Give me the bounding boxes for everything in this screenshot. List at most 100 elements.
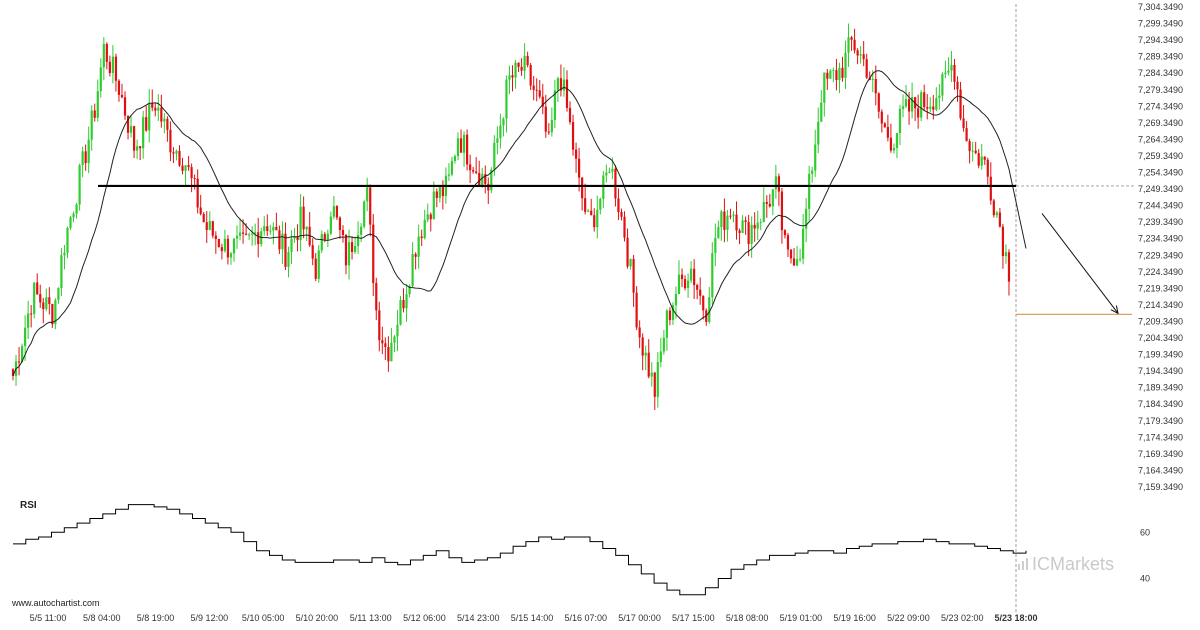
candle-body [178, 150, 181, 166]
candle-body [1004, 252, 1008, 257]
candle-body [774, 176, 777, 190]
candle-body [820, 102, 823, 122]
candle-body [254, 232, 257, 234]
candle-body [602, 175, 605, 199]
candle-body [841, 67, 844, 78]
candle-body [96, 91, 99, 118]
candle-body [405, 294, 408, 309]
candle-body [60, 255, 63, 289]
candle-body [169, 129, 172, 153]
candle-body [420, 236, 423, 239]
candle-body [332, 206, 335, 217]
forecast-arrow-head-icon [1110, 305, 1119, 315]
candle-body [417, 236, 420, 257]
candle-body [154, 107, 157, 111]
y-tick-label: 7,214.3490 [1138, 300, 1183, 310]
rsi-tick-label: 40 [1140, 574, 1150, 584]
candle-body [708, 297, 711, 322]
candle-body [923, 92, 926, 108]
candle-body [251, 233, 254, 235]
candle-body [590, 210, 593, 216]
y-tick-label: 7,299.3490 [1138, 19, 1183, 29]
candle-body [587, 210, 590, 212]
x-tick-label: 5/10 20:00 [296, 613, 339, 623]
candle-body [786, 235, 790, 250]
x-tick-label: 5/8 19:00 [137, 613, 175, 623]
candle-body [898, 108, 902, 134]
candle-body [326, 233, 329, 240]
candle-body [429, 214, 432, 220]
candle-body [865, 59, 868, 78]
candle-body [81, 151, 84, 166]
candle-body [538, 90, 541, 97]
candle-body [862, 54, 865, 60]
candle-body [329, 216, 332, 234]
candle-body [151, 103, 154, 108]
candle-body [980, 156, 983, 166]
candle-body [472, 170, 475, 172]
candle-body [241, 232, 245, 234]
candle-body [920, 92, 923, 118]
candle-body [393, 336, 396, 343]
candle-body [856, 50, 859, 56]
candle-body [42, 302, 45, 310]
candle-body [490, 169, 493, 191]
candle-body [190, 167, 193, 179]
candle-body [1001, 226, 1005, 257]
candle-body [139, 146, 142, 149]
y-tick-label: 7,194.3490 [1138, 366, 1183, 376]
candle-body [765, 202, 768, 204]
candle-body [114, 56, 118, 81]
candle-body [502, 118, 505, 126]
candle-body [771, 189, 774, 207]
rsi-tick-label: 60 [1140, 527, 1150, 537]
brand-logo: ICMarkets [1018, 554, 1114, 574]
candle-body [641, 337, 644, 356]
candle-body [859, 54, 862, 56]
y-tick-label: 7,294.3490 [1138, 35, 1183, 45]
candle-body [553, 90, 556, 120]
candle-body [266, 226, 269, 231]
candle-body [411, 254, 414, 286]
candle-body [992, 200, 995, 216]
candle-body [505, 79, 508, 119]
candle-body [535, 89, 538, 91]
y-tick-label: 7,234.3490 [1138, 234, 1183, 244]
candle-body [175, 150, 178, 154]
x-tick-label: 5/10 05:00 [242, 613, 285, 623]
y-tick-label: 7,279.3490 [1138, 85, 1183, 95]
candle-body [883, 123, 886, 128]
y-tick-label: 7,229.3490 [1138, 250, 1183, 260]
x-tick-label: 5/15 14:00 [511, 613, 554, 623]
candle-body [662, 337, 665, 352]
candle-body [278, 230, 281, 250]
candle-body [238, 232, 242, 236]
candle-body [75, 204, 78, 214]
candle-body [532, 85, 535, 90]
candle-body [735, 214, 738, 231]
candle-body [469, 164, 472, 171]
candle-body [523, 55, 526, 71]
candle-body [529, 64, 532, 86]
candle-body [263, 226, 266, 232]
candle-body [496, 138, 499, 143]
candle-body [520, 66, 523, 71]
candle-body [353, 246, 357, 253]
candle-body [562, 79, 566, 91]
candle-body [142, 117, 145, 149]
candle-body [874, 78, 877, 94]
candle-body [69, 217, 72, 228]
candle-body [623, 216, 626, 238]
candle-body [390, 342, 393, 362]
candle-body [568, 107, 572, 123]
x-tick-label: 5/23 18:00 [994, 613, 1037, 623]
candle-body [711, 253, 714, 298]
candle-body [986, 159, 989, 177]
candle-body [829, 70, 832, 79]
candle-body [387, 346, 390, 362]
candle-body [977, 153, 980, 166]
candle-body [48, 297, 51, 304]
candle-body [693, 268, 696, 286]
x-tick-label: 5/17 15:00 [672, 613, 715, 623]
candle-body [66, 227, 69, 253]
